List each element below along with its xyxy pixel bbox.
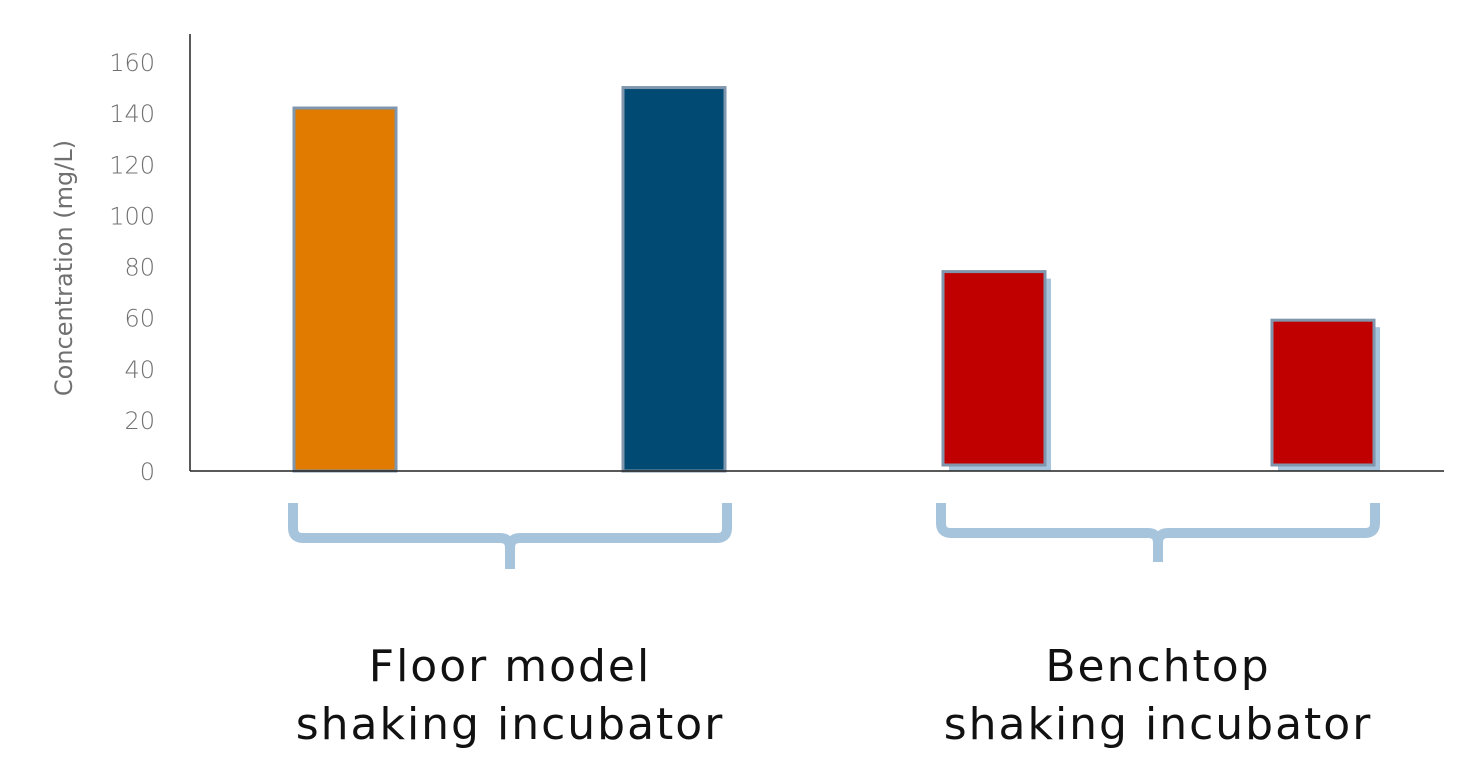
y-tick-label: 120 — [109, 151, 155, 179]
group-label-floor-model: Floor model shaking incubator — [230, 638, 790, 754]
y-tick-label: 40 — [124, 356, 155, 384]
group-label-benchtop: Benchtop shaking incubator — [878, 638, 1438, 754]
y-axis-label: Concentration (mg/L) — [50, 140, 78, 396]
y-tick-label: 60 — [124, 305, 155, 333]
y-tick-label: 20 — [124, 407, 155, 435]
y-tick-label: 160 — [109, 49, 155, 77]
bar — [1270, 318, 1376, 467]
bar-layer — [292, 86, 1380, 473]
group-brace-left — [288, 503, 732, 569]
bar — [941, 270, 1047, 467]
group-label-floor-model-line1: Floor model — [368, 641, 652, 692]
y-tick-label: 0 — [140, 458, 155, 486]
group-label-benchtop-line2: shaking incubator — [943, 699, 1373, 750]
bar — [292, 106, 398, 473]
y-tick-label: 80 — [124, 254, 155, 282]
y-tick-label: 100 — [109, 202, 155, 230]
group-brace-right — [936, 503, 1380, 562]
group-label-benchtop-line1: Benchtop — [1045, 641, 1271, 692]
y-tick-labels: 0 20 40 60 80 100 120 140 160 — [109, 49, 155, 486]
group-label-floor-model-line2: shaking incubator — [295, 699, 725, 750]
bar — [621, 86, 727, 473]
y-tick-label: 140 — [109, 100, 155, 128]
